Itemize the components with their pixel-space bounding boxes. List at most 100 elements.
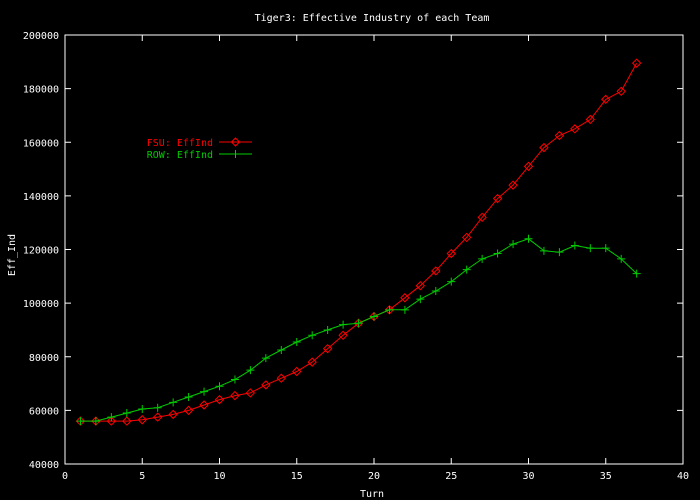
data-point [276,373,287,383]
data-point [292,366,302,377]
data-point [261,354,270,363]
x-axis-label: Turn [360,489,384,500]
data-point [292,338,301,347]
data-point [539,142,549,153]
data-point [137,415,147,425]
x-tick-label: 10 [213,471,225,482]
legend-label-row: ROW: EffInd [147,150,213,161]
series-line [80,62,638,422]
data-point [447,277,456,286]
data-point [338,330,348,341]
x-tick-label: 40 [677,471,689,482]
data-point [539,246,548,255]
data-point [322,343,333,354]
data-point [323,325,332,334]
data-point [91,417,100,426]
data-point [462,265,471,274]
data-point [246,366,255,375]
data-point [616,86,626,97]
x-tick-label: 20 [368,471,380,482]
data-point [632,269,641,278]
data-point [138,405,147,414]
data-point [431,287,440,296]
data-point [354,319,363,328]
data-point [308,331,317,340]
y-tick-label: 180000 [23,85,59,96]
data-point [122,416,132,426]
data-point [554,130,565,141]
legend: FSU: EffInd ROW: EffInd [147,137,252,161]
data-point [199,400,209,410]
data-point [478,254,487,263]
x-tick-label: 5 [139,471,145,482]
y-tick-label: 80000 [29,353,59,364]
data-point [509,240,518,249]
data-point [245,388,256,398]
data-point [523,161,534,172]
data-point [446,248,456,259]
data-point [261,380,271,390]
data-point [617,254,626,263]
chart-title: Tiger3: Effective Industry of each Team [255,13,490,24]
y-tick-label: 60000 [29,406,59,417]
series-layer [75,58,642,426]
data-point [230,375,239,384]
data-point [493,249,502,258]
y-tick-label: 160000 [23,138,59,149]
data-point [524,234,533,243]
legend-marker [230,137,241,147]
data-point [585,114,596,125]
legend-marker [231,150,240,158]
data-point [400,293,410,303]
data-point [570,241,579,250]
x-tick-label: 0 [62,471,68,482]
data-point [555,248,564,257]
data-point [277,346,286,355]
data-point [76,417,85,426]
data-point [122,409,131,418]
series-1 [76,234,641,426]
data-point [152,412,163,422]
data-point [370,312,378,321]
data-point [508,180,518,190]
legend-label-fsu: FSU: EffInd [147,138,213,149]
x-tick-label: 15 [291,471,303,482]
y-tick-label: 40000 [29,460,59,471]
y-tick-label: 120000 [23,246,59,257]
data-point [416,295,425,304]
data-point [339,320,348,329]
data-point [477,212,487,223]
data-point [107,413,116,422]
y-tick-label: 200000 [23,31,59,42]
data-point [570,124,580,134]
data-point [183,405,194,416]
data-point [492,193,503,204]
y-axis-label: Eff_Ind [7,234,18,276]
data-point [461,232,472,243]
data-point [307,357,317,367]
data-point [601,244,610,253]
data-point [431,266,441,276]
data-point [215,382,224,391]
data-point [214,394,225,405]
data-point [106,416,117,426]
series-0 [75,58,642,426]
data-point [586,244,595,253]
x-tick-label: 30 [522,471,534,482]
y-tick-label: 100000 [23,299,59,310]
data-point [184,392,193,401]
x-tick-label: 35 [600,471,612,482]
data-point [168,409,178,420]
data-point [169,398,178,407]
data-point [601,94,611,105]
axes: 0 5 10 15 20 25 30 35 40 40000 60000 80000 100000 120… [23,31,689,482]
data-point [631,58,642,68]
data-point [153,403,162,412]
y-tick-label: 140000 [23,192,59,203]
data-point [230,390,240,401]
data-point [415,280,426,291]
data-point [200,387,209,396]
series-line [80,238,637,422]
x-tick-label: 25 [445,471,457,482]
data-point [385,305,394,314]
